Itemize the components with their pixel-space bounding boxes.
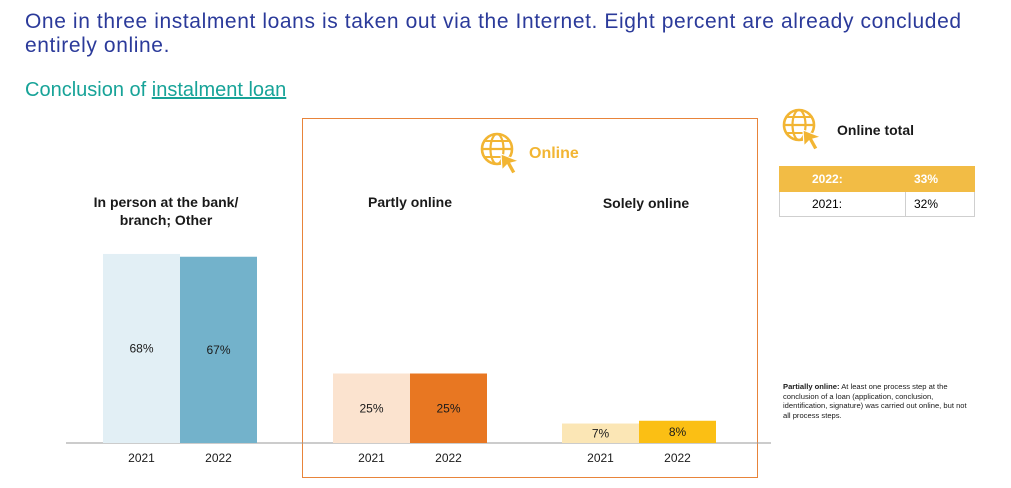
globe-cursor-icon-total — [782, 108, 823, 151]
bar — [103, 253, 180, 443]
data-label: 8% — [669, 425, 687, 439]
x-tick-label: 2022 — [205, 451, 232, 465]
bar — [410, 373, 487, 443]
footnote-text: At least one process step at the conclus… — [783, 382, 967, 420]
bar — [333, 373, 410, 443]
online-label: Online — [529, 145, 579, 162]
online-total-row-2022: 2022: 33% — [779, 166, 976, 192]
online-total-title: Online total — [837, 122, 914, 138]
footnote: Partially online: At least one process s… — [783, 382, 973, 420]
headline: One in three instalment loans is taken o… — [25, 10, 962, 57]
group-label-partly-online: Partly online — [367, 194, 453, 210]
footnote-term: Partially online: — [783, 382, 840, 391]
data-label: 25% — [359, 401, 383, 415]
online-total-table: 2022: 33% 2021: 32% — [779, 166, 976, 217]
online-group-frame — [302, 118, 758, 478]
data-label: 67% — [206, 343, 230, 357]
online-total-value: 32% — [904, 191, 976, 217]
online-total-row-2021: 2021: 32% — [779, 191, 976, 217]
globe-cursor-icon — [480, 132, 521, 175]
subtitle-prefix: Conclusion of — [25, 79, 152, 101]
x-tick-label: 2021 — [128, 451, 155, 465]
chart-subtitle: Conclusion of instalment loan — [25, 79, 286, 102]
group-label-in-person: In person at the bank/branch; Other — [93, 194, 239, 228]
bar — [639, 420, 716, 443]
x-tick-label: 2021 — [587, 451, 614, 465]
online-total-value: 33% — [904, 166, 976, 192]
data-label: 25% — [436, 401, 460, 415]
online-total-year: 2021: — [779, 191, 906, 217]
x-tick-label: 2022 — [664, 451, 691, 465]
bar — [562, 423, 639, 443]
x-tick-label: 2022 — [435, 451, 462, 465]
bar — [180, 256, 257, 443]
instalment-loan-link[interactable]: instalment loan — [151, 79, 287, 101]
online-total-year: 2022: — [779, 166, 906, 192]
group-label-solely-online: Solely online — [602, 195, 690, 211]
data-label: 68% — [129, 341, 153, 355]
x-tick-label: 2021 — [358, 451, 385, 465]
data-label: 7% — [592, 426, 610, 440]
